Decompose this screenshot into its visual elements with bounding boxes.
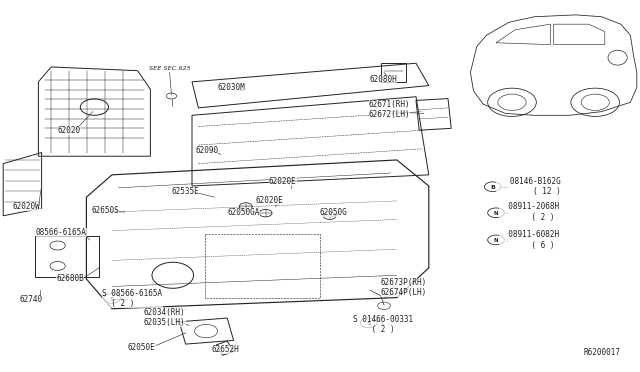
Text: 62090: 62090 bbox=[195, 146, 218, 155]
Text: 62080H: 62080H bbox=[369, 75, 397, 84]
Text: 62020W: 62020W bbox=[13, 202, 40, 211]
Text: 62050E: 62050E bbox=[128, 343, 156, 352]
Text: 62020: 62020 bbox=[58, 126, 81, 135]
Text: 62034(RH)
62035(LH): 62034(RH) 62035(LH) bbox=[144, 308, 186, 327]
Text: S 08566-6165A
  ( 2 ): S 08566-6165A ( 2 ) bbox=[102, 289, 163, 308]
Text: 62020E: 62020E bbox=[269, 177, 296, 186]
Text: R6200017: R6200017 bbox=[584, 348, 621, 357]
Text: S: S bbox=[366, 321, 371, 326]
Text: N: N bbox=[493, 238, 499, 243]
Text: 08911-2068H
       ( 2 ): 08911-2068H ( 2 ) bbox=[499, 202, 559, 222]
Text: 62030M: 62030M bbox=[218, 83, 245, 92]
Text: N: N bbox=[493, 211, 499, 216]
Text: 62671(RH)
62672(LH): 62671(RH) 62672(LH) bbox=[369, 100, 410, 119]
Text: 08911-6082H
       ( 6 ): 08911-6082H ( 6 ) bbox=[499, 230, 559, 250]
Text: 62652H: 62652H bbox=[211, 345, 239, 354]
Text: 62050GA: 62050GA bbox=[227, 208, 260, 217]
Text: 62020E: 62020E bbox=[256, 196, 284, 205]
Text: 62673P(RH)
62674P(LH): 62673P(RH) 62674P(LH) bbox=[381, 278, 427, 297]
Text: 08566-6165A: 08566-6165A bbox=[36, 228, 86, 237]
Text: SEE SEC.625: SEE SEC.625 bbox=[148, 66, 191, 71]
Text: 62050G: 62050G bbox=[319, 208, 347, 217]
Text: 62680B: 62680B bbox=[56, 274, 84, 283]
Text: 62740: 62740 bbox=[19, 295, 42, 304]
Text: 62650S: 62650S bbox=[92, 206, 119, 215]
Bar bbox=[205, 234, 320, 298]
Text: 08146-B162G
        ( 12 ): 08146-B162G ( 12 ) bbox=[496, 177, 561, 196]
Text: S 01466-00331
    ( 2 ): S 01466-00331 ( 2 ) bbox=[353, 315, 413, 334]
Text: S: S bbox=[109, 296, 115, 302]
Text: 62535E: 62535E bbox=[172, 187, 199, 196]
Text: B: B bbox=[490, 185, 495, 190]
